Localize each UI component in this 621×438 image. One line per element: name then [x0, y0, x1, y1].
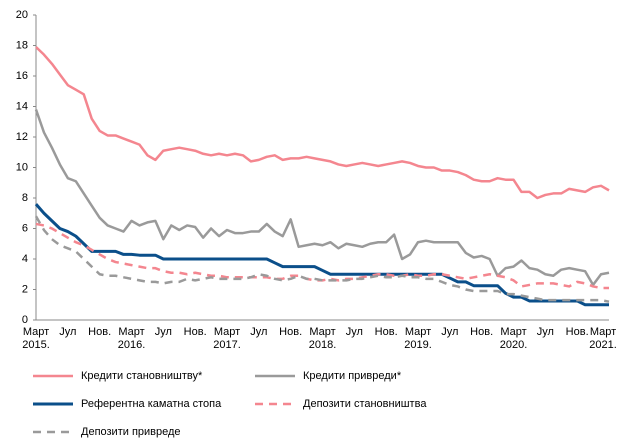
x-tick-label-part: Март [118, 326, 144, 338]
line [35, 222, 609, 290]
legend-label: Кредити привреди* [303, 370, 402, 382]
y-tick-label: 2 [22, 283, 28, 295]
legend-label: Депозити становништва [303, 398, 427, 410]
line [34, 109, 610, 287]
x-tick-label: Март 2021. [589, 326, 617, 351]
y-tick-label: 12 [16, 131, 28, 143]
y-tick-label: 0 [22, 314, 28, 326]
x-tick-label-part: 2017. [213, 339, 241, 351]
x-tick-label-part: 2015. [22, 339, 50, 351]
x-tick-label: Нов. [566, 326, 589, 338]
y-tick-label: 10 [16, 161, 28, 173]
legend-label: Депозити привреде [81, 426, 181, 438]
line [34, 215, 610, 303]
x-tick-label-part: Март [309, 326, 335, 338]
x-tick-label-part: 2019. [404, 339, 432, 351]
x-tick-label: Нов. [375, 326, 398, 338]
x-tick-label-part: 2020. [500, 339, 528, 351]
y-tick-label: 14 [16, 100, 28, 112]
x-tick-label-part: 2021. [589, 339, 617, 351]
x-tick-label: Март 2019. [404, 326, 432, 351]
x-tick-label: Јул [537, 326, 554, 338]
x-tick-label: Март 2015. [22, 326, 50, 351]
x-tick-label-part: 2018. [309, 339, 337, 351]
y-tick-label: 6 [22, 222, 28, 234]
x-tick-label: Март 2016. [118, 326, 146, 351]
x-tick-label: Март 2020. [500, 326, 528, 351]
x-tick-label-part: Март [590, 326, 616, 338]
x-tick-label: Нов. [88, 326, 111, 338]
x-tick-label: Јул [155, 326, 172, 338]
x-tick-label: Нов. [470, 326, 493, 338]
x-tick-label-part: Март [214, 326, 240, 338]
x-tick-label-part: Март [23, 326, 49, 338]
x-tick-label-part: 2016. [118, 339, 146, 351]
legend-label: Кредити становништву* [81, 370, 203, 382]
y-tick-label: 18 [16, 39, 28, 51]
x-tick-label: Јул [59, 326, 76, 338]
x-tick-label: Март 2017. [213, 326, 241, 351]
y-tick-label: 20 [16, 9, 28, 21]
line [35, 46, 610, 200]
x-tick-label-part: Март [500, 326, 526, 338]
line [34, 203, 609, 307]
x-tick-label: Март 2018. [309, 326, 337, 351]
x-tick-label: Јул [346, 326, 363, 338]
x-tick-label: Јул [441, 326, 458, 338]
x-tick-label: Јул [250, 326, 267, 338]
x-tick-label: Нов. [279, 326, 302, 338]
y-tick-label: 8 [22, 192, 28, 204]
legend-label: Референтна каматна стопа [81, 398, 222, 410]
x-tick-label: Нов. [184, 326, 207, 338]
y-tick-label: 4 [22, 253, 28, 265]
x-tick-label-part: Март [405, 326, 431, 338]
y-tick-label: 16 [16, 70, 28, 82]
